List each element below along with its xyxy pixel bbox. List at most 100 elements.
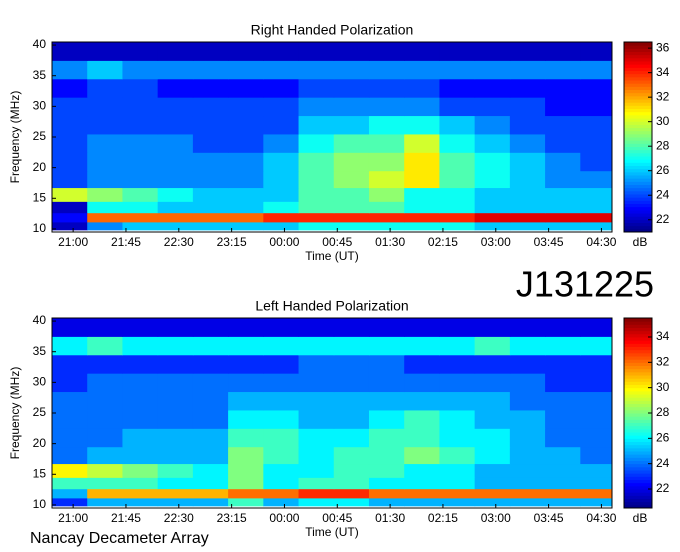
heatmap-cell: [228, 97, 264, 117]
colorbar-swatch: [624, 340, 652, 344]
heatmap-cell: [474, 115, 511, 135]
heatmap-cell: [263, 373, 300, 393]
heatmap-cell: [474, 391, 511, 411]
colorbar-swatch: [624, 89, 652, 94]
heatmap-cell: [192, 336, 229, 356]
heatmap-cell: [52, 221, 88, 231]
x-tick-label: 21:45: [111, 235, 141, 249]
colorbar-swatch: [624, 384, 652, 389]
heatmap-cell: [157, 170, 194, 189]
heatmap-cell: [404, 152, 440, 172]
heatmap-cell: [87, 477, 123, 490]
heatmap-cell: [368, 133, 405, 153]
colorbar-swatch: [624, 197, 652, 201]
y-tick-label: 10: [33, 221, 47, 235]
heatmap-cell: [157, 497, 194, 507]
heatmap-cell: [545, 336, 581, 356]
y-axis-label: Frequency (MHz): [8, 91, 22, 184]
heatmap-cell: [509, 463, 546, 478]
heatmap-cell: [122, 373, 159, 393]
colorbar-tick-label: 34: [656, 65, 670, 79]
heatmap-cell: [580, 133, 612, 153]
y-tick-label: 20: [33, 436, 47, 450]
heatmap-cell: [87, 354, 123, 374]
heatmap-cell: [439, 152, 476, 172]
heatmap-cell: [228, 115, 264, 135]
heatmap-cell: [474, 221, 511, 231]
heatmap-cell: [122, 78, 159, 98]
colorbar-swatch: [624, 209, 652, 214]
colorbar-swatch: [624, 324, 652, 328]
colorbar-swatch: [624, 457, 652, 461]
heatmap-cell: [439, 318, 476, 337]
heatmap-cell: [509, 354, 546, 374]
colorbar-swatch: [624, 86, 652, 90]
heatmap-cell: [192, 428, 229, 448]
heatmap-cell: [474, 60, 511, 80]
colorbar-swatch: [624, 375, 652, 379]
colorbar-swatch: [624, 397, 652, 401]
heatmap-cell: [368, 488, 405, 499]
heatmap-cell: [439, 477, 476, 490]
heatmap-cell: [52, 318, 88, 337]
heatmap-cell: [509, 477, 546, 490]
colorbar-swatch: [624, 61, 652, 65]
y-tick-label: 10: [33, 497, 47, 511]
heatmap-cell: [545, 497, 581, 507]
heatmap-cell: [368, 221, 405, 231]
colorbar-swatch: [624, 485, 652, 490]
colorbar-swatch: [624, 463, 652, 468]
heatmap-cell: [474, 336, 511, 356]
heatmap-cell: [333, 187, 370, 202]
heatmap-cell: [298, 488, 335, 499]
colorbar-swatch: [624, 140, 652, 144]
colorbar-swatch: [624, 57, 652, 62]
heatmap-cell: [122, 336, 159, 356]
colorbar-swatch: [624, 409, 652, 414]
heatmap-cell: [439, 42, 476, 61]
heatmap-cell: [404, 391, 440, 411]
colorbar-tick-label: 28: [656, 405, 670, 419]
heatmap-cell: [52, 60, 88, 80]
colorbar-swatch: [624, 130, 652, 135]
heatmap-cell: [192, 318, 229, 337]
colorbar-swatch: [624, 48, 652, 52]
colorbar-swatch: [624, 403, 652, 408]
heatmap-cell: [368, 318, 405, 337]
heatmap-cell: [122, 488, 159, 499]
heatmap-cell: [333, 152, 370, 172]
heatmap-cell: [333, 201, 370, 214]
x-tick-label: 01:30: [375, 235, 405, 249]
heatmap-cell: [87, 60, 123, 80]
heatmap-cell: [404, 318, 440, 337]
heatmap-cell: [439, 446, 476, 465]
heatmap-cell: [122, 152, 159, 172]
colorbar-swatch: [624, 428, 652, 433]
heatmap-cell: [545, 391, 581, 411]
heatmap-cell: [509, 336, 546, 356]
colorbar-swatch: [624, 146, 652, 151]
colorbar-swatch: [624, 80, 652, 84]
heatmap-cell: [122, 60, 159, 80]
colorbar-swatch: [624, 171, 652, 176]
heatmap-cell: [52, 463, 88, 478]
x-tick-label: 21:45: [111, 511, 141, 525]
heatmap-cell: [545, 78, 581, 98]
heatmap-cell: [263, 212, 300, 223]
colorbar-swatch: [624, 473, 652, 477]
colorbar-swatch: [624, 327, 652, 332]
heatmap-cell: [509, 115, 546, 135]
heatmap-cell: [298, 318, 335, 337]
colorbar-swatch: [624, 149, 652, 154]
heatmap-cell: [192, 97, 229, 117]
heatmap-cell: [298, 201, 335, 214]
colorbar-swatch: [624, 165, 652, 170]
heatmap-cell: [333, 463, 370, 478]
heatmap-cell: [298, 78, 335, 98]
colorbar-swatch: [624, 108, 652, 113]
heatmap-cell: [298, 477, 335, 490]
heatmap-cell: [333, 391, 370, 411]
colorbar-swatch: [624, 206, 652, 211]
colorbar-swatch: [624, 45, 652, 49]
